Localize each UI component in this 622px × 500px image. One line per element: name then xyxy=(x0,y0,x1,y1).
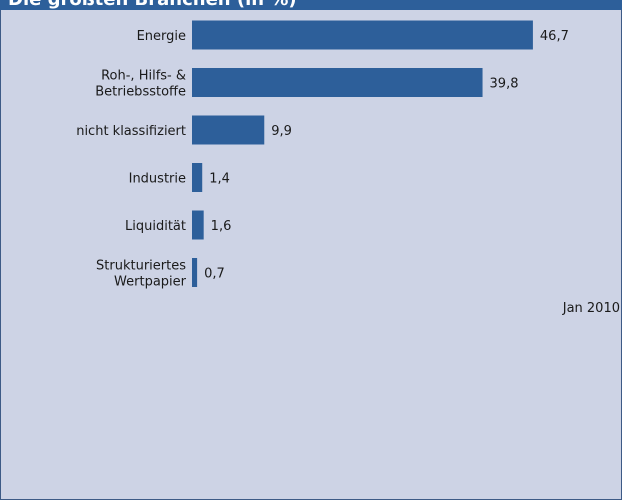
bar xyxy=(192,115,265,145)
value-label: 0,7 xyxy=(204,267,225,282)
category-label: Roh-, Hilfs- & xyxy=(101,69,186,84)
category-label: Liquidität xyxy=(125,219,186,234)
category-label: Industrie xyxy=(129,172,186,187)
value-label: 1,6 xyxy=(211,219,232,234)
category-label: nicht klassifiziert xyxy=(76,124,186,139)
bars-group xyxy=(192,20,533,287)
value-label: 39,8 xyxy=(490,77,519,92)
bar xyxy=(192,210,204,240)
category-label: Wertpapier xyxy=(114,275,187,290)
value-label: 46,7 xyxy=(540,29,569,44)
category-label: Energie xyxy=(137,29,186,44)
category-label: Strukturiertes xyxy=(96,259,186,274)
bar xyxy=(192,68,483,97)
value-labels: 46,7 39,8 9,9 1,4 1,6 0,7 xyxy=(204,29,569,282)
chart-title: Die größten Branchen (in %) xyxy=(8,0,297,10)
bar xyxy=(192,258,198,287)
category-label: Betriebsstoffe xyxy=(95,85,186,100)
date-label: Jan 2010 xyxy=(562,301,620,316)
bar xyxy=(192,163,203,192)
value-label: 9,9 xyxy=(271,124,292,139)
title-bar: Die größten Branchen (in %) xyxy=(0,0,622,10)
bar xyxy=(192,20,533,50)
value-label: 1,4 xyxy=(209,172,230,187)
category-labels: Energie Roh-, Hilfs- &Betriebsstoffe nicht… xyxy=(76,29,186,290)
